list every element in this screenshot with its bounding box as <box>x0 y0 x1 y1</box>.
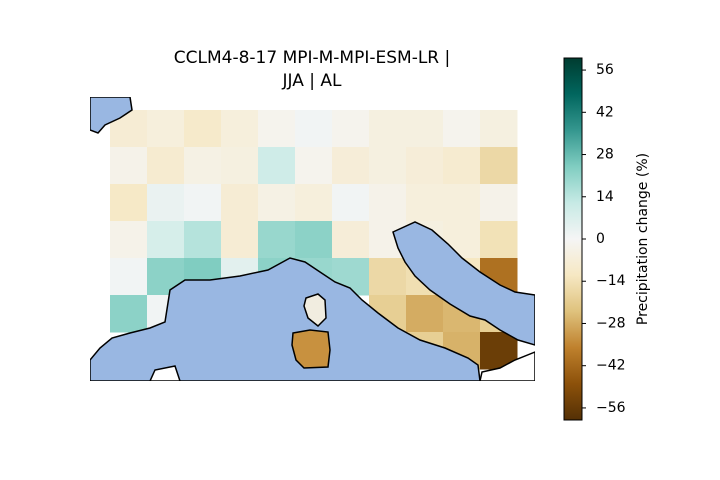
colorbar-tick-label: −14 <box>596 273 626 289</box>
cell <box>369 110 407 148</box>
cell <box>184 147 222 185</box>
cell <box>443 147 481 185</box>
colorbar-tick-label: 0 <box>596 231 605 247</box>
cell <box>110 295 148 333</box>
cell <box>110 258 148 296</box>
cell <box>332 221 370 259</box>
cell <box>221 110 259 148</box>
cell <box>147 221 185 259</box>
land <box>149 365 181 381</box>
cell <box>406 295 444 333</box>
cell <box>295 147 333 185</box>
sea <box>392 221 535 346</box>
cell <box>369 147 407 185</box>
cell <box>184 110 222 148</box>
cell <box>184 184 222 222</box>
cell <box>258 110 296 148</box>
colorbar-label: Precipitation change (%) <box>635 153 651 325</box>
cell <box>295 221 333 259</box>
title-line: CCLM4-8-17 MPI-M-MPI-ESM-LR | <box>174 48 451 68</box>
cell <box>480 221 518 259</box>
colorbar <box>563 57 583 421</box>
cell <box>406 147 444 185</box>
cell <box>221 147 259 185</box>
sea <box>90 97 133 134</box>
cell <box>480 184 518 222</box>
cell <box>332 110 370 148</box>
cell <box>332 184 370 222</box>
colorbar-tick-label: −42 <box>596 358 626 374</box>
colorbar-tick-label: −56 <box>596 400 626 416</box>
title-line: JJA | AL <box>282 71 343 91</box>
cell <box>295 110 333 148</box>
cell <box>258 147 296 185</box>
coastlines <box>90 97 535 381</box>
cell <box>147 110 185 148</box>
sea <box>90 257 481 381</box>
cell <box>110 184 148 222</box>
island <box>303 293 327 328</box>
colorbar-tick-label: 42 <box>596 104 614 120</box>
cell <box>147 184 185 222</box>
cell <box>221 184 259 222</box>
cell <box>258 184 296 222</box>
land <box>479 351 535 381</box>
cell <box>221 221 259 259</box>
cell <box>110 147 148 185</box>
cell <box>443 184 481 222</box>
island <box>291 329 331 369</box>
cell <box>480 110 518 148</box>
cell <box>332 147 370 185</box>
cell <box>110 221 148 259</box>
colorbar-tick-label: 14 <box>596 189 614 205</box>
colorbar-tick-label: −28 <box>596 315 626 331</box>
cell <box>258 221 296 259</box>
cell <box>184 221 222 259</box>
cell <box>406 110 444 148</box>
colorbar-tick-label: 28 <box>596 147 614 163</box>
cell <box>369 184 407 222</box>
cell <box>369 258 407 296</box>
cell <box>406 184 444 222</box>
cell <box>443 110 481 148</box>
cell <box>295 184 333 222</box>
cell <box>480 147 518 185</box>
colorbar-tick-label: 56 <box>596 62 614 78</box>
cell <box>147 147 185 185</box>
